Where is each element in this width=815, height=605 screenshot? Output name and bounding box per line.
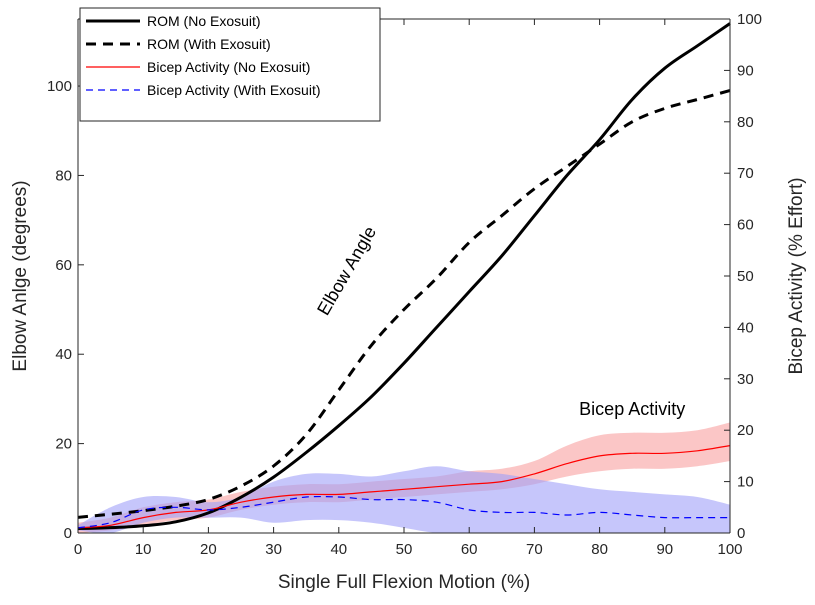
y-tick-label-right: 30 xyxy=(737,371,754,388)
legend-label: ROM (No Exosuit) xyxy=(147,13,261,29)
series-lines xyxy=(77,22,731,530)
y-tick-label-left: 100 xyxy=(47,78,72,95)
y-tick-label-right: 60 xyxy=(737,217,754,234)
y-tick-label-left: 60 xyxy=(55,257,72,274)
x-tick-label: 80 xyxy=(591,541,608,558)
legend-label: Bicep Activity (No Exosuit) xyxy=(147,59,310,75)
x-tick-label: 100 xyxy=(717,541,742,558)
x-tick-label: 30 xyxy=(265,541,282,558)
annotation-0: Elbow Angle xyxy=(313,223,380,319)
x-tick-label: 20 xyxy=(200,541,217,558)
y-tick-label-right: 50 xyxy=(737,268,754,285)
x-tick-label: 50 xyxy=(396,541,413,558)
y-tick-label-right: 40 xyxy=(737,319,754,336)
annotations: Elbow Angle Bicep Activity xyxy=(313,223,685,419)
y-tick-label-left: 20 xyxy=(55,436,72,453)
legend: ROM (No Exosuit) ROM (With Exosuit) Bicep … xyxy=(79,7,381,122)
confidence-bands xyxy=(78,422,730,534)
x-tick-label: 40 xyxy=(330,541,347,558)
y-tick-label-right: 10 xyxy=(737,474,754,491)
line-series-1 xyxy=(77,89,731,519)
x-tick-label: 60 xyxy=(461,541,478,558)
legend-box xyxy=(79,7,381,122)
y-tick-label-right: 80 xyxy=(737,114,754,131)
y-tick-label-right: 20 xyxy=(737,422,754,439)
y-tick-label-right: 70 xyxy=(737,165,754,182)
x-tick-label: 0 xyxy=(74,541,82,558)
x-axis-label: Single Full Flexion Motion (%) xyxy=(278,572,530,593)
legend-label: Bicep Activity (With Exosuit) xyxy=(147,82,321,98)
x-tick-label: 90 xyxy=(656,541,673,558)
y-tick-label-left: 40 xyxy=(55,346,72,363)
x-tick-label: 70 xyxy=(526,541,543,558)
y-axis-label-left: Elbow Anlge (degrees) xyxy=(10,180,31,371)
y-tick-label-right: 100 xyxy=(737,11,762,28)
annotation-1: Bicep Activity xyxy=(579,399,685,419)
ticks: 0 10 20 30 40 50 60 70 80 90 100020406080100010203… xyxy=(47,11,762,558)
y-tick-label-right: 90 xyxy=(737,62,754,79)
y-tick-label-right: 0 xyxy=(737,525,745,542)
y-axis-label-right: Bicep Activity (% Effort) xyxy=(786,177,807,374)
line-series-3 xyxy=(77,495,730,529)
y-tick-label-left: 80 xyxy=(55,167,72,184)
line-series-2 xyxy=(77,445,731,529)
line-series-0 xyxy=(77,22,731,530)
y-tick-label-left: 0 xyxy=(64,525,72,542)
legend-label: ROM (With Exosuit) xyxy=(147,36,271,52)
x-tick-label: 10 xyxy=(135,541,152,558)
